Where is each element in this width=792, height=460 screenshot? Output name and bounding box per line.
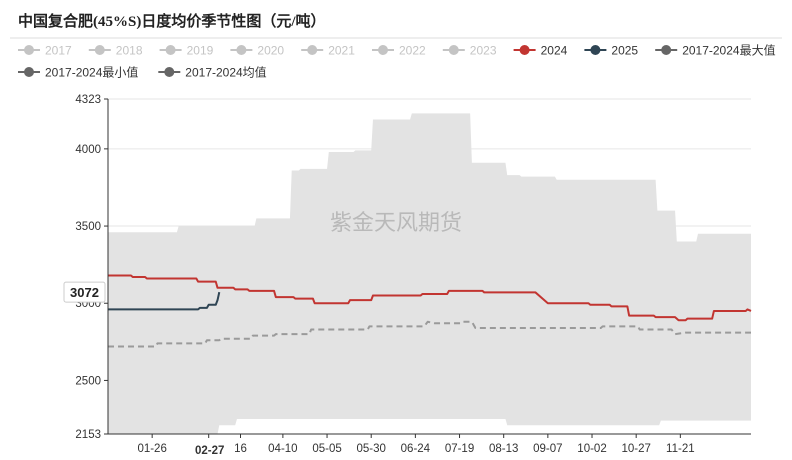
legend-label: 2018: [116, 44, 143, 58]
x-tick-label: 08-13: [489, 443, 518, 455]
legend-label: 2020: [257, 44, 284, 58]
legend-marker: [661, 45, 672, 55]
legend-label: 2022: [399, 44, 426, 58]
legend-item-2017: 2017: [18, 44, 72, 58]
y-tick-label: 4000: [75, 144, 101, 156]
legend-item-2019: 2019: [159, 44, 214, 58]
legend-marker: [236, 45, 247, 55]
legend-marker: [519, 45, 530, 55]
legend-item-2025: 2025: [584, 44, 638, 58]
legend-label: 2017-2024最大值: [682, 43, 775, 58]
legend-label: 2023: [470, 44, 497, 58]
legend-label: 2017: [45, 44, 72, 58]
legend-item-2017-2024最大值: 2017-2024最大值: [655, 43, 776, 58]
series-line-2025: [108, 291, 221, 311]
legend-item-2020: 2020: [230, 44, 284, 58]
chart-title: 中国复合肥(45%S)日度均价季节性图（元/吨）: [18, 12, 326, 30]
legend-marker: [165, 45, 176, 55]
x-tick-label: 10-02: [577, 443, 606, 455]
x-tick-label: 05-05: [312, 443, 341, 455]
max-min-band: [108, 113, 751, 434]
x-tick-label: 09-07: [533, 443, 562, 455]
legend-item-2017-2024最小值: 2017-2024最小值: [18, 65, 138, 80]
x-tick-label: 04-10: [268, 443, 297, 455]
x-tick-label: 01-26: [137, 443, 166, 455]
legend-marker: [590, 45, 601, 55]
plot-area: [108, 98, 752, 434]
x-tick-label: 06-24: [401, 443, 431, 455]
legend-label: 2017-2024最小值: [45, 65, 138, 80]
legend-label: 2025: [611, 44, 638, 58]
legend-item-2024: 2024: [513, 44, 568, 58]
current-value-badge: [63, 281, 106, 303]
y-tick-label: 2500: [75, 375, 101, 387]
legend-label: 2021: [328, 44, 355, 58]
legend-item-2018: 2018: [88, 44, 143, 58]
legend-item-2023: 2023: [442, 44, 497, 58]
x-tick-label: 05-30: [356, 443, 385, 455]
series-line-2017-2024均值: [108, 320, 751, 348]
legend-item-2021: 2021: [301, 44, 355, 58]
legend: 2017 2018 2019 2020 2021 2022 2023 2024 2025 2017…: [18, 43, 776, 80]
x-tick-label: 16: [234, 443, 247, 455]
x-tick-label: 07-19: [445, 443, 474, 455]
y-tick-label: 3500: [75, 221, 101, 233]
x-tick-label: 02-27: [195, 445, 224, 457]
legend-marker: [448, 45, 459, 55]
legend-marker: [94, 45, 105, 55]
legend-marker: [307, 45, 318, 55]
series-line-2024: [108, 274, 752, 322]
legend-marker: [24, 67, 34, 77]
y-tick-label: 2153: [75, 429, 101, 441]
legend-item-2022: 2022: [372, 44, 426, 58]
legend-label: 2019: [187, 44, 214, 58]
legend-label: 2017-2024均值: [185, 65, 266, 80]
legend-marker: [164, 67, 175, 77]
x-tick-label: 10-27: [621, 443, 650, 455]
legend-marker: [378, 45, 388, 55]
legend-label: 2024: [541, 44, 568, 58]
x-tick-label: 11-21: [666, 443, 695, 455]
watermark: 紫金天风期货: [330, 210, 462, 235]
current-value-label: 3072: [70, 285, 99, 300]
legend-marker: [24, 45, 34, 55]
legend-item-2017-2024均值: 2017-2024均值: [158, 65, 267, 80]
y-tick-label: 4323: [75, 94, 101, 106]
